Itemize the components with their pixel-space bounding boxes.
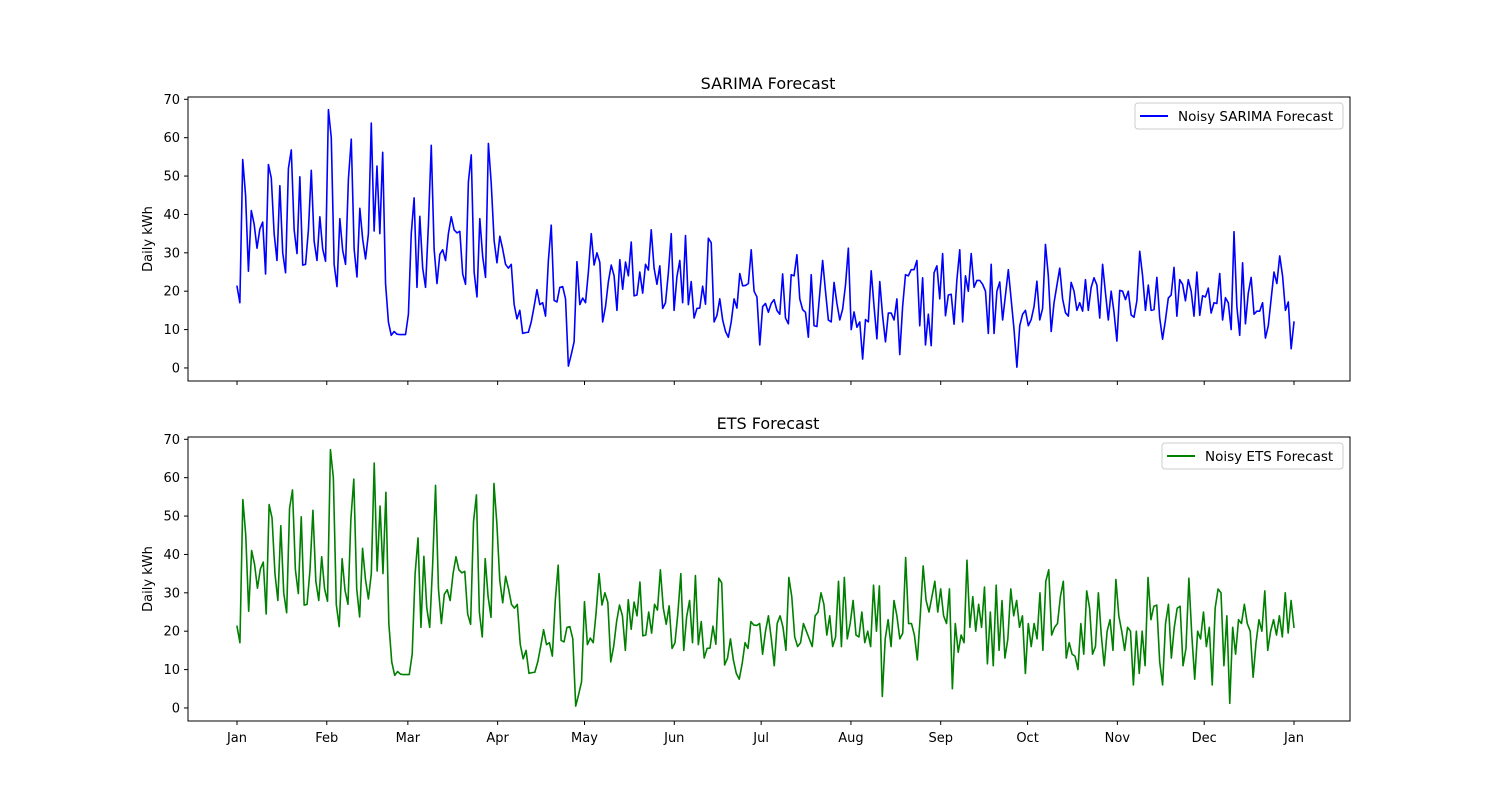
x-tick-label: Mar — [396, 731, 421, 746]
x-tick-label: Feb — [315, 731, 338, 746]
y-tick-label: 70 — [163, 433, 180, 448]
legend-label: Noisy ETS Forecast — [1205, 449, 1333, 465]
plot-area — [236, 108, 1295, 368]
y-tick-label: 30 — [163, 246, 180, 261]
y-tick-label: 0 — [172, 701, 180, 716]
y-tick-label: 50 — [163, 510, 180, 525]
y-tick-label: 60 — [163, 471, 180, 486]
sarima-panel: SARIMA Forecast Daily kWh 0 10 20 30 40 50 60 7… — [141, 74, 1351, 385]
chart-title: SARIMA Forecast — [701, 74, 836, 93]
y-axis-label: Daily kWh — [141, 546, 156, 612]
y-axis-label: Daily kWh — [141, 206, 156, 272]
axes-frame — [187, 96, 1351, 382]
series-line — [236, 108, 1295, 368]
legend-box — [1161, 442, 1344, 470]
series-line — [236, 448, 1295, 707]
x-ticks: Jan Feb Mar Apr May Jun Jul Aug Sep Oct Nov Dec Jan — [226, 721, 1304, 746]
x-tick-label: May — [571, 731, 598, 746]
x-tick-label: Nov — [1105, 731, 1131, 746]
legend-box — [1134, 102, 1344, 130]
x-tick-label: Jul — [752, 731, 769, 746]
y-tick-label: 70 — [163, 93, 180, 108]
y-tick-label: 50 — [163, 170, 180, 185]
y-tick-label: 20 — [163, 625, 180, 640]
x-tick-label: Oct — [1016, 731, 1038, 746]
x-tick-label: Sep — [928, 731, 953, 746]
y-tick-label: 40 — [163, 548, 180, 563]
x-tick-label: Jan — [1283, 731, 1304, 746]
plot-area — [236, 448, 1295, 707]
legend: Noisy ETS Forecast — [1161, 442, 1344, 470]
y-ticks: 0 10 20 30 40 50 60 70 — [163, 433, 188, 716]
y-tick-label: 0 — [172, 361, 180, 376]
y-tick-label: 20 — [163, 285, 180, 300]
x-ticks — [236, 381, 1295, 385]
x-tick-label: Jun — [663, 731, 684, 746]
x-tick-label: Apr — [486, 731, 509, 746]
y-ticks: 0 10 20 30 40 50 60 70 — [163, 93, 188, 376]
axes-frame — [187, 436, 1351, 722]
x-tick-label: Dec — [1192, 731, 1217, 746]
legend-label: Noisy SARIMA Forecast — [1178, 109, 1333, 125]
y-tick-label: 30 — [163, 586, 180, 601]
x-tick-label: Jan — [226, 731, 247, 746]
ets-panel: ETS Forecast Daily kWh 0 10 20 30 40 50 60 70 J… — [141, 414, 1351, 746]
x-tick-label: Aug — [838, 731, 863, 746]
y-tick-label: 10 — [163, 323, 180, 338]
y-tick-label: 60 — [163, 131, 180, 146]
legend: Noisy SARIMA Forecast — [1134, 102, 1344, 130]
chart-title: ETS Forecast — [717, 414, 820, 433]
y-tick-label: 10 — [163, 663, 180, 678]
y-tick-label: 40 — [163, 208, 180, 223]
